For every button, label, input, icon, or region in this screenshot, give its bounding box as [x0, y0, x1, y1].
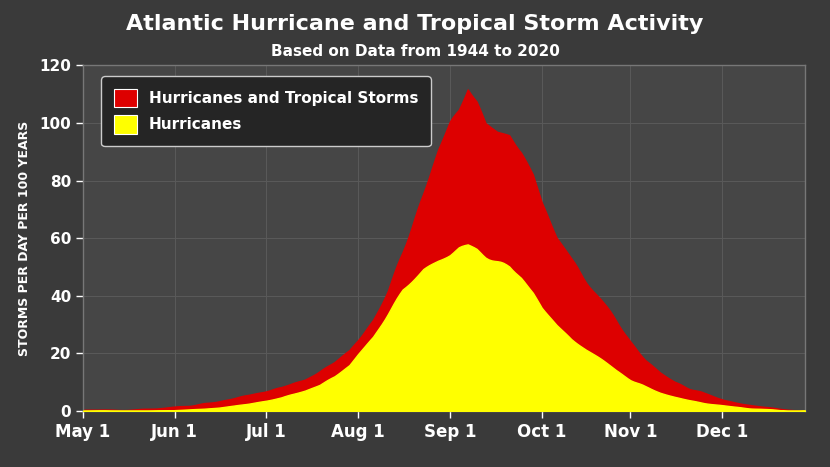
Text: Atlantic Hurricane and Tropical Storm Activity: Atlantic Hurricane and Tropical Storm Ac… — [126, 14, 704, 34]
Y-axis label: STORMS PER DAY PER 100 YEARS: STORMS PER DAY PER 100 YEARS — [18, 120, 31, 356]
Text: Based on Data from 1944 to 2020: Based on Data from 1944 to 2020 — [271, 44, 559, 59]
Legend: Hurricanes and Tropical Storms, Hurricanes: Hurricanes and Tropical Storms, Hurrican… — [101, 77, 431, 146]
